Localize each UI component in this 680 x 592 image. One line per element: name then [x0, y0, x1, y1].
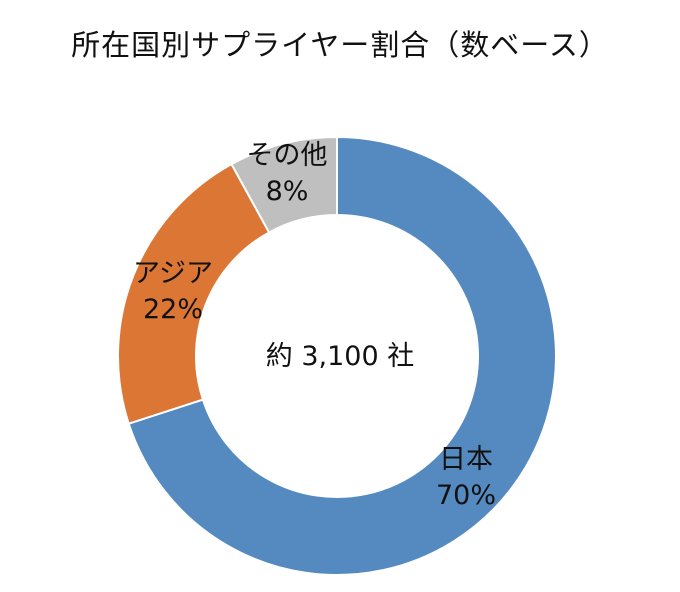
center-total-label: 約 3,100 社	[266, 341, 414, 372]
slice-label-1: 日本	[439, 444, 493, 475]
slice-label-3: その他	[247, 140, 328, 171]
slice-labels: 日本 70% アジア 22% その他 8%	[133, 140, 496, 511]
donut-slices	[117, 135, 557, 576]
slice-value-label-3: 8%	[266, 176, 309, 207]
slice-value-label-2: 22%	[143, 294, 203, 325]
slice-3	[230, 135, 338, 234]
slice-label-2: アジア	[133, 258, 213, 289]
slice-2	[117, 162, 271, 425]
chart-title: 所在国別サプライヤー割合（数ベース）	[71, 28, 609, 62]
slice-value-label-1: 70%	[436, 480, 496, 511]
slice-1	[127, 135, 557, 576]
